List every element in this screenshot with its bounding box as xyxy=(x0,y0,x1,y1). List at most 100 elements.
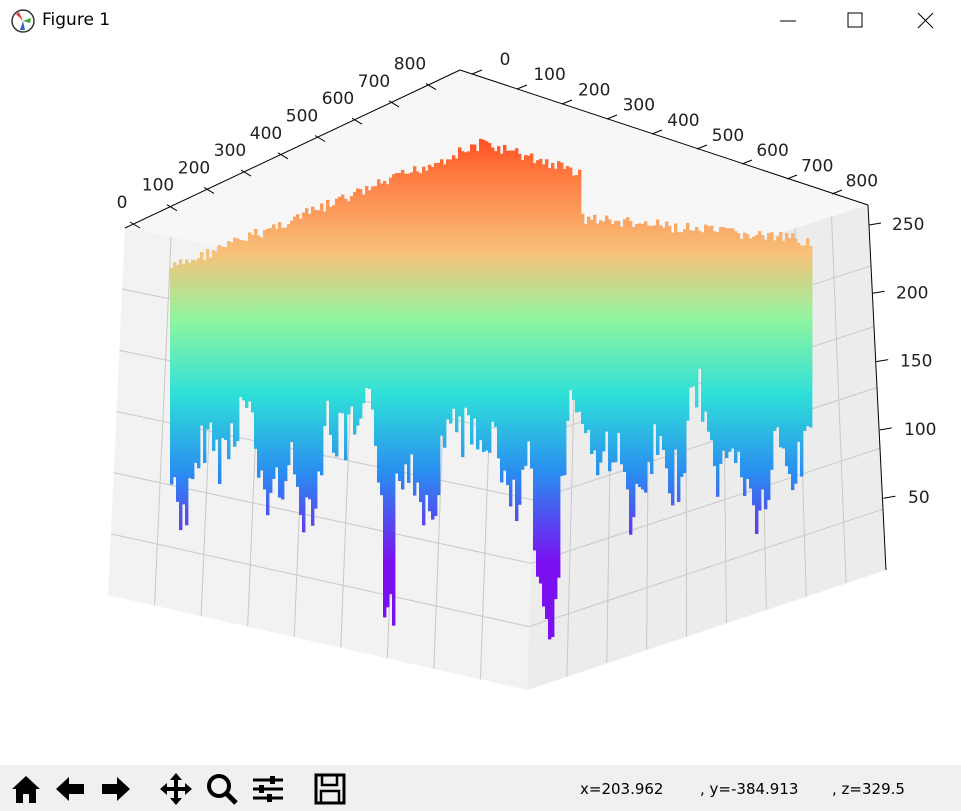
surface-strip xyxy=(281,227,285,500)
surface-strip xyxy=(386,184,390,608)
home-button[interactable] xyxy=(8,771,44,807)
save-button[interactable] xyxy=(312,771,348,807)
surface-strip xyxy=(305,208,309,498)
surface-strip xyxy=(599,220,603,463)
surface-strip xyxy=(662,227,666,451)
x-tick xyxy=(166,204,178,212)
maximize-button[interactable] xyxy=(847,12,863,28)
surface-strip xyxy=(794,238,798,484)
z-tick xyxy=(876,359,889,363)
surface-strip xyxy=(425,170,429,495)
x-tick-label: 100 xyxy=(142,176,174,196)
y-tick xyxy=(786,174,798,180)
x-tick-label: 800 xyxy=(394,55,426,75)
surface-strip xyxy=(431,167,435,520)
surface-strip xyxy=(557,161,561,578)
surface-strip xyxy=(221,246,225,439)
zoom-button[interactable] xyxy=(204,771,240,807)
surface-strip xyxy=(404,173,408,465)
surface-strip xyxy=(302,212,306,533)
surface-strip xyxy=(383,180,387,618)
window-title: Figure 1 xyxy=(42,10,111,30)
status-z: , z=329.5 xyxy=(832,780,905,798)
surface-strip xyxy=(716,231,720,497)
surface-strip xyxy=(257,235,261,478)
surface-strip xyxy=(719,226,723,464)
x-tick-label: 0 xyxy=(117,193,128,213)
surface-strip xyxy=(674,223,678,450)
surface-strip xyxy=(452,155,456,409)
surface-strip xyxy=(548,168,552,640)
surface-strip xyxy=(488,143,492,453)
surface-strip xyxy=(806,238,810,426)
surface-strip xyxy=(476,151,480,450)
surface-strip xyxy=(467,151,471,416)
surface-strip xyxy=(731,228,735,449)
surface-strip xyxy=(791,233,795,491)
surface-strip xyxy=(530,153,534,469)
surface-strip xyxy=(497,146,501,459)
x-tick-label: 600 xyxy=(322,89,354,109)
x-tick-label: 300 xyxy=(214,141,246,161)
surface-strip xyxy=(455,158,459,433)
surface-strip xyxy=(773,240,777,431)
surface-strip xyxy=(494,151,498,428)
y-tick xyxy=(516,84,528,90)
surface-strip xyxy=(470,144,474,445)
surface-strip xyxy=(566,166,570,421)
surface-strip xyxy=(551,162,555,638)
surface-strip xyxy=(563,168,567,476)
surface-strip xyxy=(374,186,378,446)
surface-strip xyxy=(326,199,330,401)
surface-strip xyxy=(626,217,630,490)
surface-strip xyxy=(434,162,438,517)
surface-strip xyxy=(263,230,267,490)
surface-strip xyxy=(644,221,648,493)
forward-button[interactable] xyxy=(98,771,134,807)
configure-button[interactable] xyxy=(250,771,286,807)
surface-strip xyxy=(170,267,174,485)
surface-strip xyxy=(278,222,282,498)
surface-strip xyxy=(683,229,687,474)
surface-strip xyxy=(368,190,372,390)
surface-strip xyxy=(446,159,450,420)
surface-strip xyxy=(437,162,441,496)
surface-strip xyxy=(242,240,246,401)
surface-strip xyxy=(224,246,228,440)
surface-strip xyxy=(491,147,495,422)
surface-strip xyxy=(767,233,771,501)
y-tick xyxy=(606,114,618,120)
surface-strip xyxy=(272,224,276,479)
surface-strip xyxy=(569,167,573,391)
surface-strip xyxy=(428,164,432,512)
x-tick xyxy=(277,152,289,160)
close-button[interactable] xyxy=(917,12,934,29)
surface-strip xyxy=(587,216,591,430)
surface-strip xyxy=(686,222,690,421)
pan-button[interactable] xyxy=(158,771,194,807)
surface-strip xyxy=(500,153,504,483)
surface-strip xyxy=(401,169,405,490)
surface-strip xyxy=(296,214,300,487)
surface-strip xyxy=(407,173,411,483)
surface-strip xyxy=(410,172,414,455)
surface-strip xyxy=(269,227,273,493)
z-tick-label: 250 xyxy=(892,215,924,235)
surface-strip xyxy=(350,195,354,407)
surface-strip xyxy=(419,173,423,503)
surface-strip xyxy=(617,220,621,433)
surface-strip xyxy=(473,144,477,419)
surface-strip xyxy=(206,249,210,430)
surface-strip xyxy=(671,232,675,506)
surface-strip xyxy=(464,152,468,408)
surface-strip xyxy=(803,245,807,431)
y-tick xyxy=(471,69,483,75)
surface-strip xyxy=(560,162,564,476)
surface-strip xyxy=(602,221,606,452)
surface-strip xyxy=(314,209,318,509)
x-axis-line xyxy=(124,69,461,229)
surface-strip xyxy=(734,231,738,464)
back-button[interactable] xyxy=(52,771,88,807)
surface-strip xyxy=(317,210,321,472)
surface-strip xyxy=(797,242,801,442)
